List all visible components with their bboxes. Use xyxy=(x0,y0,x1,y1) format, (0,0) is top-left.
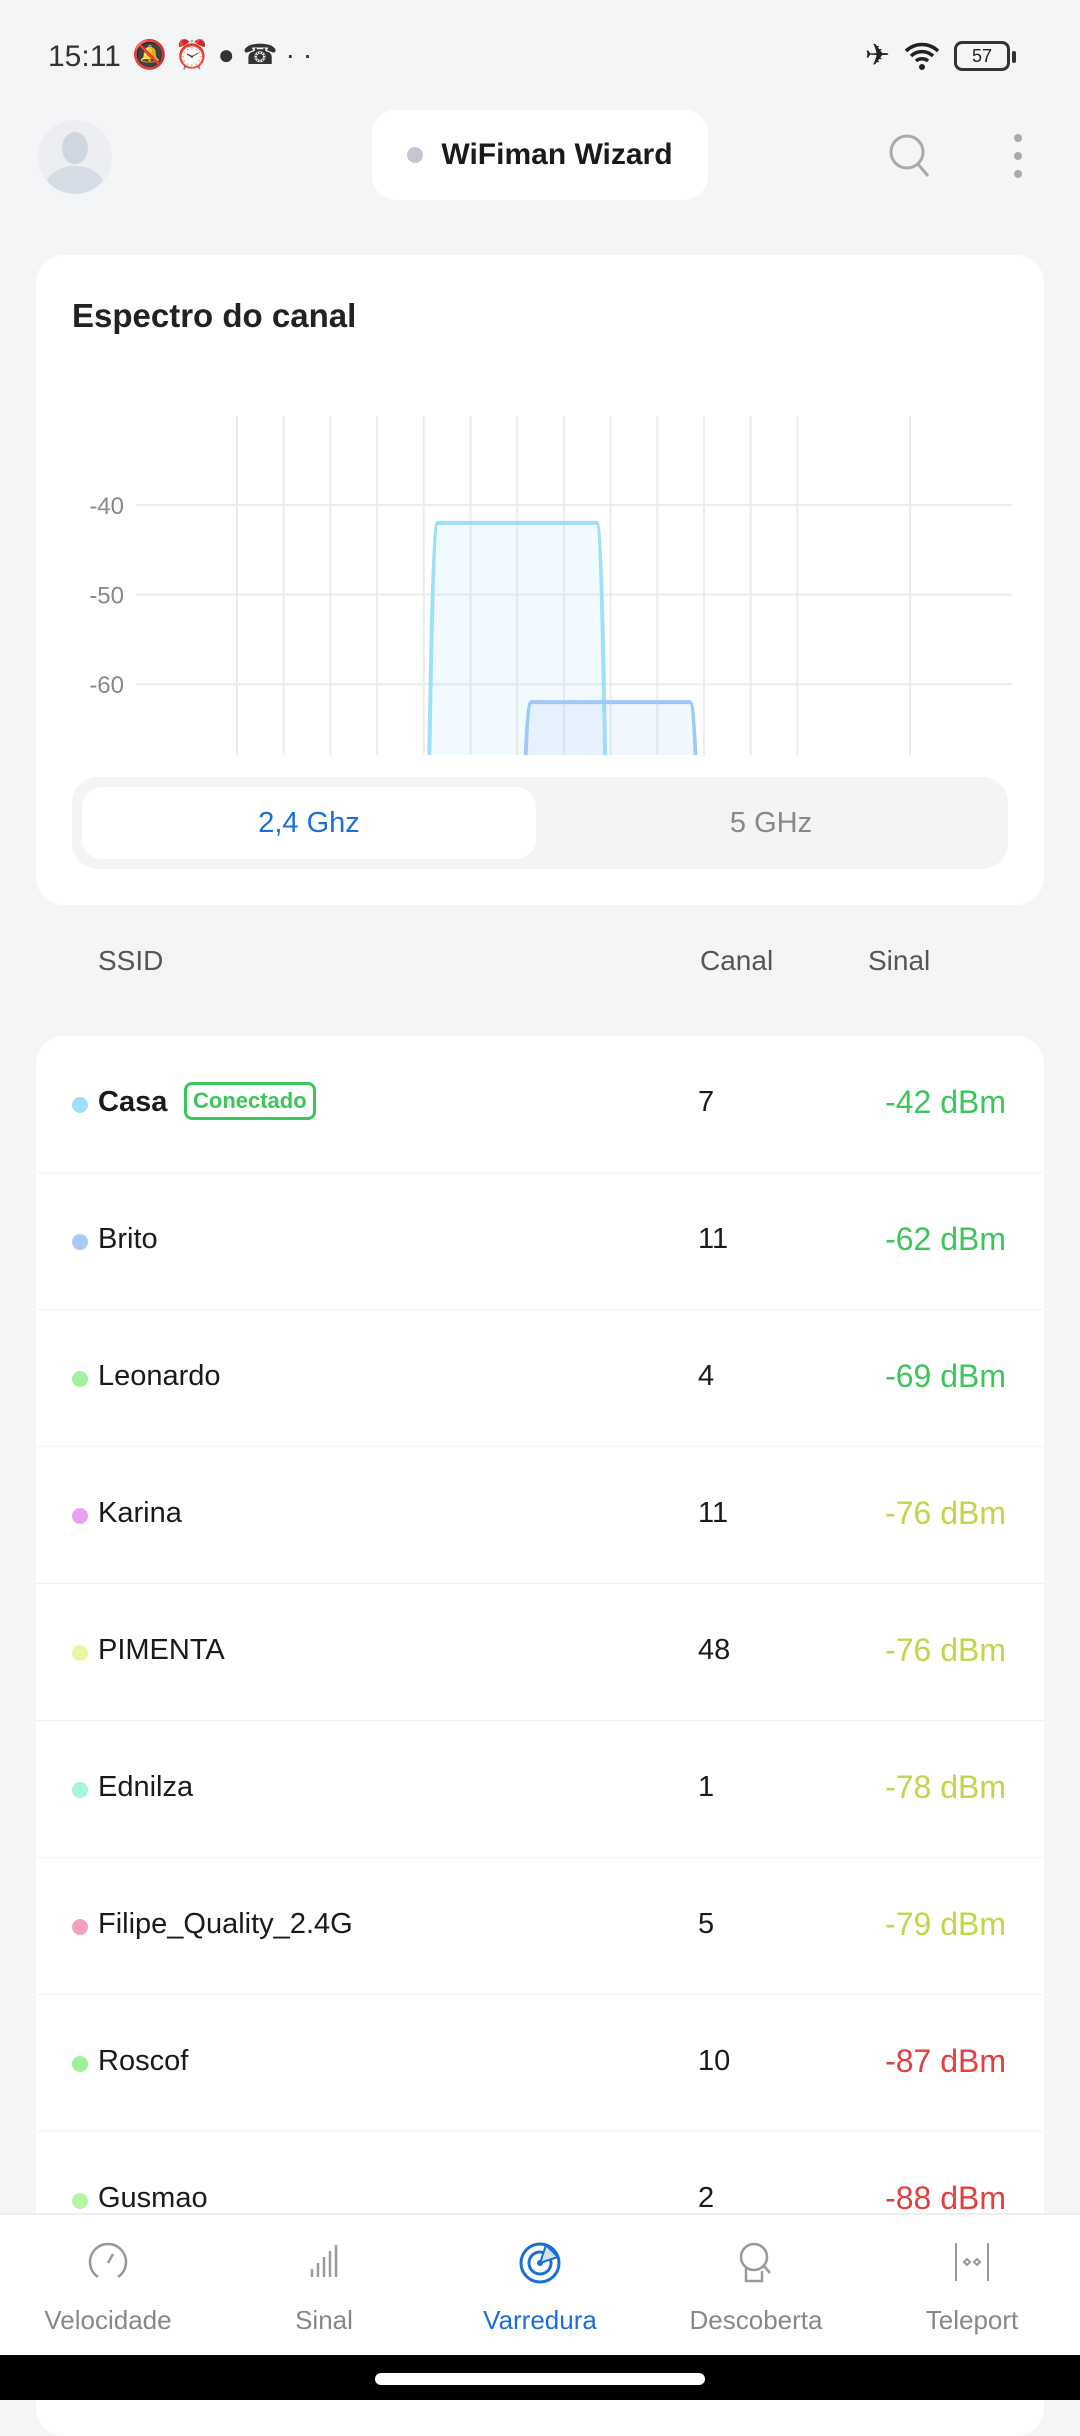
wifi-icon xyxy=(904,42,940,70)
nav-tab-varredura[interactable]: Varredura xyxy=(432,2215,648,2357)
home-handle[interactable] xyxy=(375,2373,705,2385)
network-channel: 5 xyxy=(698,1908,715,1940)
network-color-dot xyxy=(72,2193,88,2209)
network-row[interactable]: Roscof 10 -87 dBm xyxy=(36,1995,1044,2132)
tab-5ghz[interactable]: 5 GHz xyxy=(729,807,813,839)
network-ssid: Karina xyxy=(98,1497,182,1529)
network-signal: -88 dBm xyxy=(885,2180,1006,2216)
network-signal: -79 dBm xyxy=(885,1906,1006,1942)
network-channel: 48 xyxy=(698,1634,731,1666)
network-signal: -69 dBm xyxy=(885,1358,1006,1394)
network-ssid: Gusmao xyxy=(98,2182,208,2214)
status-bar: 15:11 🔕⏰●☎·· ✈ 57 xyxy=(0,0,1080,110)
nav-tab-descoberta[interactable]: Descoberta xyxy=(648,2215,864,2357)
channel-spectrum-chart: 1234567891011121314-40-50-60-70-80-90 xyxy=(89,416,1012,755)
network-color-dot xyxy=(72,1645,88,1661)
radar-icon xyxy=(519,2242,561,2284)
teleport-icon xyxy=(955,2243,989,2281)
battery-icon: 57 xyxy=(954,40,1016,71)
network-row[interactable]: Leonardo 4 -69 dBm xyxy=(36,1310,1044,1447)
chat-icon: ● xyxy=(217,39,243,70)
spectrum-area xyxy=(429,522,606,755)
network-ssid: Leonardo xyxy=(98,1360,221,1392)
network-signal: -76 dBm xyxy=(885,1632,1006,1668)
y-tick-label: -50 xyxy=(89,583,124,610)
network-channel: 4 xyxy=(698,1360,715,1392)
airplane-icon: ✈ xyxy=(864,39,890,72)
network-color-dot xyxy=(72,1508,88,1524)
network-row[interactable]: PIMENTA 48 -76 dBm xyxy=(36,1584,1044,1721)
nav-tab-sinal[interactable]: Sinal xyxy=(216,2215,432,2357)
network-color-dot xyxy=(72,2056,88,2072)
spectrum-area xyxy=(525,702,696,755)
network-row[interactable]: Filipe_Quality_2.4G 5 -79 dBm xyxy=(36,1858,1044,1995)
network-color-dot xyxy=(72,1371,88,1387)
nav-label: Descoberta xyxy=(689,2305,823,2335)
mute-icon: 🔕 xyxy=(132,39,175,70)
speedometer-icon xyxy=(88,2242,128,2279)
network-channel: 11 xyxy=(698,1223,729,1255)
connected-badge: Conectado xyxy=(184,1082,316,1120)
notification-icons: 🔕⏰●☎·· xyxy=(132,38,320,71)
network-channel: 11 xyxy=(698,1497,729,1529)
network-signal: -62 dBm xyxy=(885,1221,1006,1257)
bottom-nav: Velocidade Sinal Varredura Descoberta Telepo… xyxy=(0,2213,1080,2355)
network-row[interactable]: Casa Conectado 7 -42 dBm xyxy=(36,1036,1044,1173)
network-color-dot xyxy=(72,1234,88,1250)
network-ssid: Brito xyxy=(98,1223,158,1255)
nav-label: Sinal xyxy=(295,2305,353,2335)
network-signal: -78 dBm xyxy=(885,1769,1006,1805)
nav-tab-teleport[interactable]: Teleport xyxy=(864,2215,1080,2357)
network-ssid: PIMENTA xyxy=(98,1634,225,1666)
network-signal: -87 dBm xyxy=(885,2043,1006,2079)
network-channel: 7 xyxy=(698,1086,715,1118)
y-tick-label: -60 xyxy=(89,672,124,699)
spectrum-title: Espectro do canal xyxy=(72,297,357,334)
more-options-icon[interactable] xyxy=(1008,132,1028,182)
status-time: 15:11 xyxy=(48,40,121,73)
network-signal: -42 dBm xyxy=(885,1084,1006,1120)
search-icon[interactable] xyxy=(888,132,932,180)
network-channel: 10 xyxy=(698,2045,731,2077)
network-ssid: Filipe_Quality_2.4G xyxy=(98,1908,353,1940)
avatar[interactable] xyxy=(38,120,112,194)
network-row[interactable]: Karina 11 -76 dBm xyxy=(36,1447,1044,1584)
missed-call-icon: ☎ xyxy=(242,39,286,70)
network-ssid: Casa xyxy=(98,1086,168,1118)
alarm-icon: ⏰ xyxy=(174,39,218,70)
network-color-dot xyxy=(72,1097,88,1113)
signal-bars-icon xyxy=(310,2245,338,2277)
wizard-button[interactable]: WiFiman Wizard xyxy=(372,110,708,200)
network-channel: 2 xyxy=(698,2182,715,2214)
nav-label: Teleport xyxy=(925,2305,1019,2335)
network-signal: -76 dBm xyxy=(885,1495,1006,1531)
network-ssid: Ednilza xyxy=(98,1771,194,1803)
status-dot xyxy=(407,147,424,163)
more-dots-icon: ·· xyxy=(285,39,321,70)
network-row[interactable]: Ednilza 1 -78 dBm xyxy=(36,1721,1044,1858)
column-ssid: SSID xyxy=(98,945,164,976)
network-row[interactable]: Gusmao 2 -88 dBm xyxy=(36,2132,1044,2269)
network-list: Casa Conectado 7 -42 dBm Brito 11 -62 dB… xyxy=(36,1036,1044,2436)
network-row[interactable]: Brito 11 -62 dBm xyxy=(36,1173,1044,1310)
spectrum-card: 1234567891011121314-40-50-60-70-80-90 Es… xyxy=(36,255,1044,905)
spectrum-curve xyxy=(427,520,608,755)
spectrum-curve xyxy=(523,700,698,755)
device-search-icon xyxy=(739,2242,771,2283)
network-color-dot xyxy=(72,1782,88,1798)
column-signal: Sinal xyxy=(868,945,931,976)
tab-2-4ghz[interactable]: 2,4 Ghz xyxy=(82,787,536,859)
column-channel: Canal xyxy=(700,945,774,976)
nav-tab-velocidade[interactable]: Velocidade xyxy=(0,2215,216,2357)
band-selector[interactable]: 2,4 Ghz 5 GHz xyxy=(72,777,1008,869)
header-title: WiFiman Wizard xyxy=(441,138,673,171)
network-channel: 1 xyxy=(698,1771,715,1803)
system-nav-bar xyxy=(0,2355,1080,2400)
network-ssid: Roscof xyxy=(98,2045,189,2077)
y-tick-label: -40 xyxy=(89,493,124,520)
nav-label: Varredura xyxy=(483,2305,597,2335)
nav-label: Velocidade xyxy=(44,2305,172,2335)
network-color-dot xyxy=(72,1919,88,1935)
